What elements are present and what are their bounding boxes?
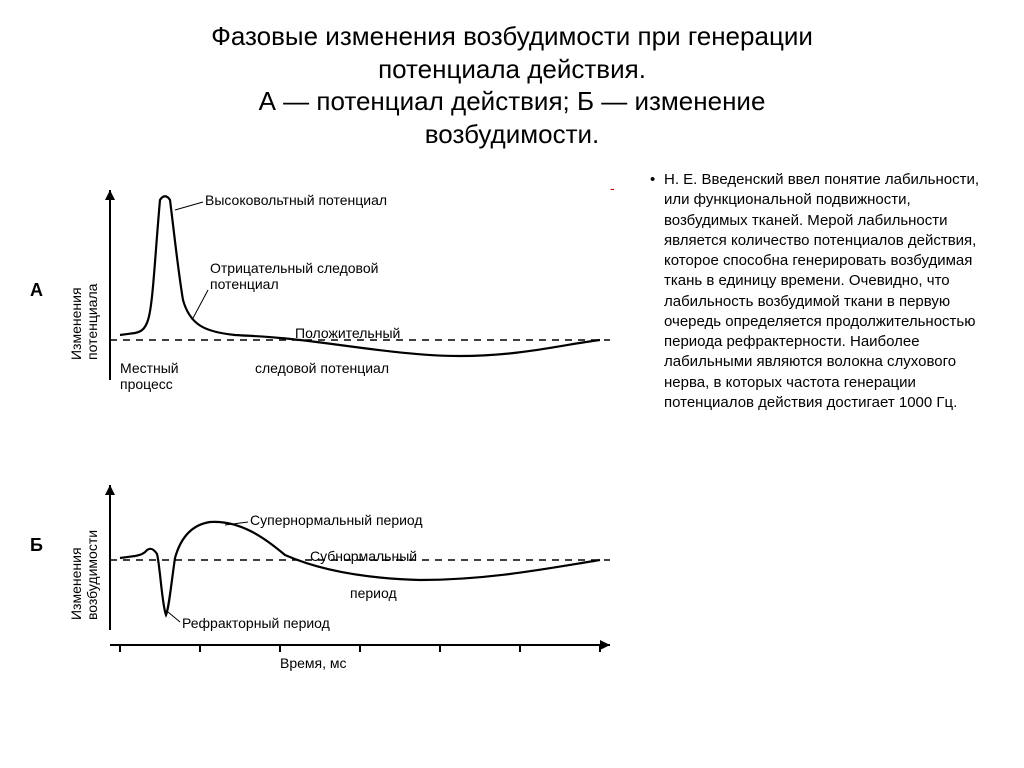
slide-title: Фазовые изменения возбудимости при генер… — [0, 0, 1024, 160]
title-line: А — потенциал действия; Б — изменение — [60, 85, 964, 118]
side-text: • Н. Е. Введенский ввел понятие лабильно… — [640, 160, 1004, 700]
panel-a-yaxis: Изменения потенциала — [68, 284, 100, 360]
yaxis-text: Изменения потенциала — [68, 284, 100, 360]
label-spike: Высоковольтный потенциал — [205, 192, 387, 208]
content-row: А Б Изменения потенциала Изменения возбу… — [0, 160, 1024, 700]
diagram-panel: А Б Изменения потенциала Изменения возбу… — [20, 160, 640, 700]
title-line: Фазовые изменения возбудимости при генер… — [60, 20, 964, 53]
panel-b-letter: Б — [30, 535, 43, 556]
label-pos-trace: Положительный — [295, 325, 400, 341]
chart-svg — [20, 160, 640, 700]
side-body: Н. Е. Введенский ввел понятие лабильност… — [664, 170, 984, 413]
label-refract: Рефракторный период — [182, 615, 330, 631]
label-sub: Субнормальный — [310, 548, 417, 564]
label-neg-trace: Отрицательный следовой потенциал — [210, 260, 378, 292]
label-super: Супернормальный период — [250, 512, 423, 528]
yaxis-text: Изменения возбудимости — [68, 530, 100, 620]
panel-a-letter: А — [30, 280, 43, 301]
label-after-pot: следовой потенциал — [255, 360, 389, 376]
label-period: период — [350, 585, 397, 601]
title-line: потенциала действия. — [60, 53, 964, 86]
panel-b-yaxis: Изменения возбудимости — [68, 530, 100, 620]
title-line: возбудимости. — [60, 118, 964, 151]
bullet-dot: • — [650, 170, 664, 413]
label-local: Местный процесс — [120, 360, 179, 392]
xaxis-label: Время, мс — [280, 655, 347, 671]
